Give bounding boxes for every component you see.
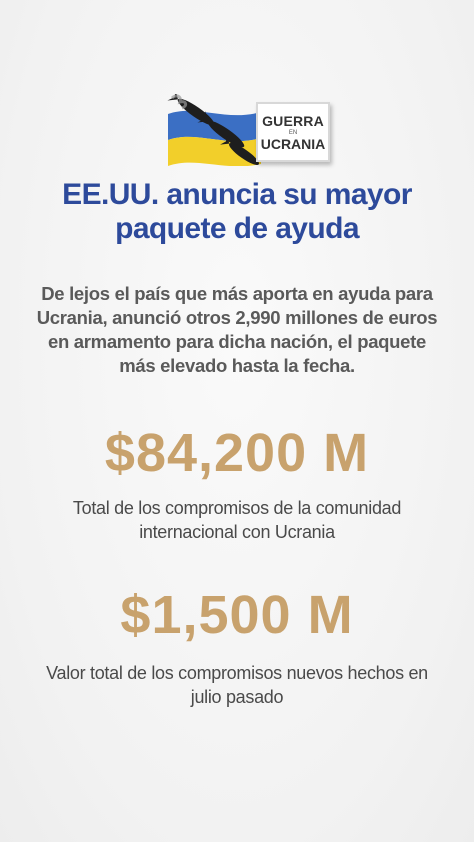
stat-caption-july: Valor total de los compromisos nuevos he…: [46, 663, 428, 707]
badge-line-2: EN: [288, 129, 298, 136]
stat-caption-total: Total de los compromisos de la comunidad…: [72, 498, 402, 542]
headline: EE.UU. anuncia su mayor paquete de ayuda: [62, 178, 412, 245]
badge-line-3: UCRANIA: [260, 135, 326, 152]
stat-value-total: $84,200 M: [104, 423, 370, 483]
ukraine-flag-icon: [167, 94, 261, 166]
badge-line-1: GUERRA: [262, 112, 324, 129]
intro-paragraph: De lejos el país que más aporta en ayuda…: [36, 283, 438, 376]
guerra-en-ucrania-logo: GUERRA EN UCRANIA: [160, 80, 330, 172]
stat-value-july: $1,500 M: [120, 585, 354, 645]
missile-icon: [167, 94, 259, 165]
guerra-badge: GUERRA EN UCRANIA: [256, 102, 330, 162]
